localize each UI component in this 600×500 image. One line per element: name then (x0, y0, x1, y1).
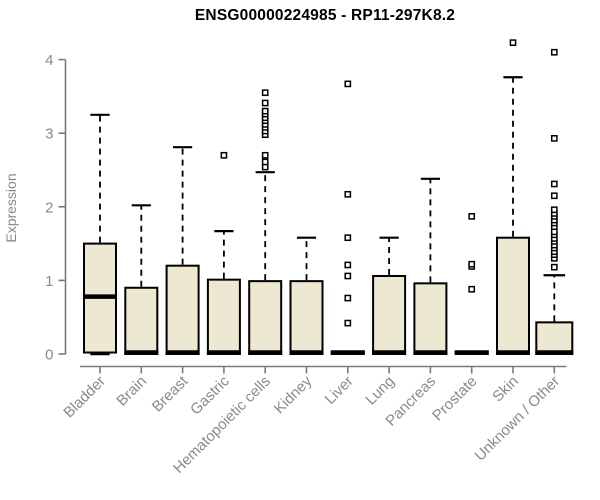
box-group-bladder: Bladder (60, 113, 117, 422)
outlier-point (261, 158, 269, 166)
outlier-point (344, 80, 352, 88)
box-rect (165, 264, 200, 355)
box-rect (289, 280, 324, 355)
outlier-point (550, 263, 558, 271)
box-rect (496, 236, 530, 356)
outlier-point (261, 151, 269, 159)
outlier-point (468, 260, 476, 268)
outlier-point (550, 206, 558, 214)
outlier-point (220, 151, 228, 159)
x-category-label: Brain (113, 373, 150, 410)
chart-title: ENSG00000224985 - RP11-297K8.2 (194, 7, 456, 24)
x-category-label: Prostate (429, 373, 481, 425)
outlier-point (261, 99, 269, 107)
outlier-point (344, 294, 352, 302)
box-rect (372, 274, 407, 356)
box-group-lung: Lung (362, 236, 407, 409)
x-category-label: Skin (489, 373, 522, 406)
x-category-label: Lung (362, 373, 398, 409)
x-category-label: Liver (322, 373, 357, 408)
box-rect (206, 278, 241, 355)
y-tick-label: 3 (45, 126, 53, 143)
outlier-point (550, 135, 558, 142)
y-tick-label: 0 (45, 347, 53, 364)
y-tick-label: 4 (45, 52, 53, 69)
outlier-point (344, 261, 352, 269)
outlier-point (509, 39, 517, 47)
outlier-point (468, 213, 476, 220)
box-rect (413, 282, 448, 355)
y-axis-title: Expression (3, 173, 19, 243)
outlier-point (261, 89, 269, 97)
y-tick-label: 1 (45, 273, 53, 290)
box-group-brain: Brain (113, 204, 159, 410)
outlier-point (344, 234, 352, 242)
outlier-point (550, 180, 558, 188)
x-category-label: Bladder (60, 373, 109, 422)
box-rect (124, 286, 159, 356)
box-group-skin: Skin (489, 39, 530, 406)
x-category-label: Breast (149, 372, 192, 415)
outlier-point (344, 319, 352, 327)
box-group-breast: Breast (149, 146, 200, 415)
box-group-liver: Liver (322, 80, 365, 408)
box-rect (248, 280, 283, 355)
x-category-label: Kidney (271, 372, 316, 417)
outlier-point (550, 192, 558, 200)
outlier-point (550, 48, 558, 56)
outlier-point (344, 190, 352, 198)
box-rect (535, 321, 574, 355)
outlier-point (468, 285, 476, 293)
outlier-point (344, 272, 352, 280)
outlier-point (261, 107, 269, 115)
y-tick-label: 2 (45, 199, 53, 216)
